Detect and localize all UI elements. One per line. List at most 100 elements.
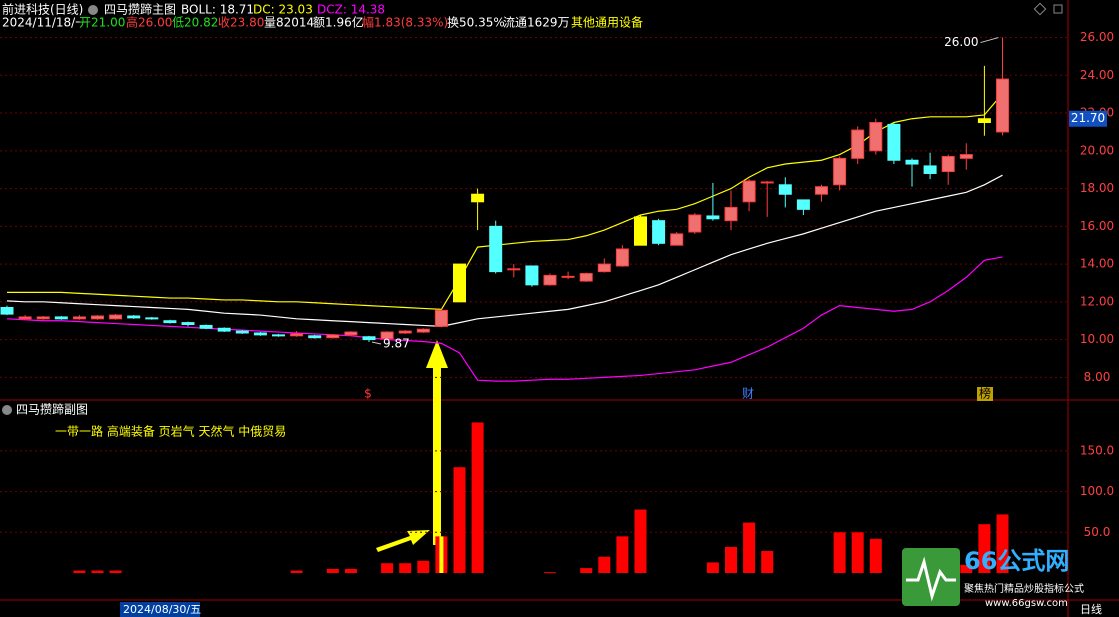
candle-body: [525, 265, 539, 286]
candle-body: [217, 327, 231, 332]
menu-icon[interactable]: [88, 5, 98, 15]
candle-body: [869, 122, 883, 152]
candle-body: [670, 233, 684, 246]
date-box: [120, 602, 200, 617]
bar: [91, 570, 104, 573]
candle-body: [923, 165, 937, 174]
label-arrow: [980, 37, 999, 44]
indicator-value: DC: 23.03: [253, 3, 313, 17]
bar: [978, 524, 991, 573]
candle-body: [742, 180, 756, 203]
candle-body: [398, 330, 412, 334]
sub-title: 四马攒蹄副图: [16, 402, 88, 417]
candle-body: [199, 324, 213, 329]
candle-body: [416, 328, 430, 333]
candle-body: [471, 193, 485, 203]
bar: [996, 514, 1009, 573]
candle-body: [905, 159, 919, 165]
candle-body: [453, 263, 466, 303]
logo-icon: [902, 548, 960, 606]
candle-body: [163, 320, 177, 324]
logo-name: 66公式网: [964, 547, 1069, 575]
logo-url: www.66gsw.com: [985, 598, 1068, 609]
indicator-line: [6, 256, 1003, 382]
quote-close: 收23.80: [218, 16, 264, 30]
candle-body: [851, 129, 865, 159]
candle-body: [235, 330, 249, 334]
footer-date: 2024/08/30/五: [123, 603, 201, 616]
stock-name: 前进科技(日线): [2, 2, 83, 17]
low-label: 9.87: [383, 337, 410, 351]
window-icon[interactable]: [1033, 2, 1047, 16]
candle-body: [380, 331, 394, 340]
window-icon[interactable]: [1053, 4, 1063, 14]
candle-body: [18, 316, 32, 320]
bar: [725, 546, 737, 573]
bar: [453, 467, 466, 573]
candle-body: [434, 309, 448, 327]
candle-body: [127, 315, 141, 319]
quote-volume: 量82014: [264, 16, 314, 30]
candle-body: [72, 316, 86, 320]
arrow: [426, 340, 448, 545]
candle-body: [109, 314, 123, 320]
bar: [471, 422, 484, 573]
quote-change: 幅1.83(8.33%): [362, 15, 448, 30]
candle-body: [778, 184, 792, 195]
y-tick-label: 100.0: [1080, 484, 1114, 498]
quote-industry: 其他通用设备: [571, 16, 643, 30]
candle-body: [181, 322, 195, 325]
price-tag: [1069, 110, 1107, 127]
candle-body: [272, 334, 285, 337]
bar: [73, 570, 86, 573]
y-tick-label: 12.00: [1080, 294, 1114, 308]
candle-body: [941, 155, 955, 173]
y-tick-label: 18.00: [1080, 181, 1114, 195]
bar: [417, 560, 430, 573]
high-label: 26.00: [944, 35, 978, 49]
y-tick-label: 16.00: [1080, 219, 1114, 233]
candle-body: [54, 316, 68, 320]
y-tick-label: 20.00: [1080, 143, 1114, 157]
bar: [960, 564, 973, 573]
event-marker[interactable]: 财: [742, 387, 754, 401]
candle-body: [362, 336, 376, 341]
y-tick-label: 26.00: [1080, 30, 1114, 44]
y-tick-label: 24.00: [1080, 68, 1114, 82]
price-tag-label: 21.70: [1071, 111, 1105, 125]
y-tick-label: 10.00: [1080, 332, 1114, 346]
y-tick-label: 8.00: [1084, 370, 1111, 384]
candle-body: [308, 335, 322, 339]
candle-body: [290, 333, 304, 337]
quote-turnover: 换50.35%: [447, 16, 505, 30]
candle-body: [561, 275, 575, 278]
quote-amount: 额1.96亿: [313, 15, 364, 30]
candle-body: [688, 214, 702, 233]
candle-body: [760, 181, 774, 184]
y-tick-label: 150.0: [1080, 443, 1114, 457]
bar: [381, 563, 394, 573]
indicator-value: DCZ: 14.38: [317, 3, 385, 17]
candle-body: [543, 274, 557, 286]
y-tick-label: 50.0: [1084, 525, 1111, 539]
event-marker[interactable]: 榜: [979, 386, 991, 401]
quote-low: 低20.82: [172, 16, 218, 30]
candle-body: [815, 186, 828, 195]
candle-body: [959, 154, 973, 159]
candle-body: [579, 273, 593, 282]
bar: [851, 532, 864, 573]
footer-period[interactable]: 日线: [1080, 602, 1102, 616]
bar: [580, 568, 593, 573]
candle-body: [36, 316, 50, 320]
menu-icon[interactable]: [2, 405, 12, 415]
bar: [290, 570, 303, 573]
event-marker[interactable]: $: [364, 387, 372, 401]
label-arrow: [371, 341, 382, 345]
candle-body: [977, 118, 991, 123]
candle-body: [91, 315, 104, 320]
candle-body: [489, 225, 503, 273]
bar: [109, 570, 122, 573]
bar: [399, 563, 412, 573]
